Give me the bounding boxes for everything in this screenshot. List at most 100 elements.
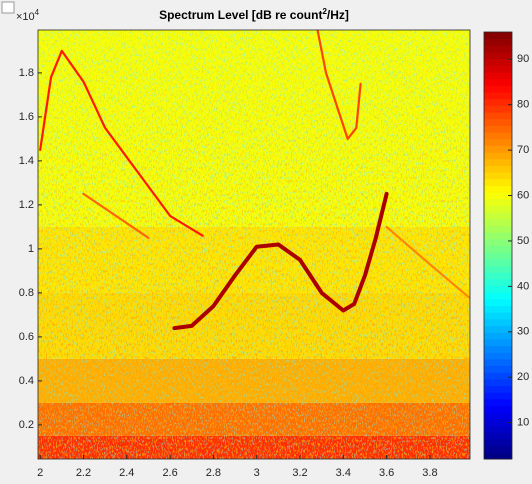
colorbar-tick-label: 80 bbox=[517, 99, 529, 111]
colorbar-swatch bbox=[484, 98, 512, 106]
colorbar-swatch bbox=[484, 318, 512, 327]
colorbar-swatch bbox=[484, 358, 512, 367]
colorbar-tick-label: 90 bbox=[517, 53, 529, 65]
y-exponent-sup: 4 bbox=[35, 8, 40, 17]
y-exponent: ×104 bbox=[16, 8, 40, 23]
contour bbox=[316, 30, 362, 140]
colorbar-swatch bbox=[484, 345, 512, 353]
colorbar-swatch bbox=[484, 252, 512, 260]
colorbar-swatch bbox=[484, 158, 512, 166]
colorbar-swatch bbox=[484, 32, 512, 40]
y-tick-label: 1 bbox=[28, 243, 34, 255]
colorbar-swatch bbox=[484, 365, 512, 373]
y-tick-label: 0.4 bbox=[19, 375, 34, 387]
colorbar-swatch bbox=[484, 265, 512, 273]
colorbar-swatch bbox=[484, 438, 512, 447]
y-tick-label: 1.6 bbox=[19, 111, 34, 123]
colorbar-swatch bbox=[484, 338, 512, 347]
colorbar-swatch bbox=[484, 352, 512, 360]
colorbar-swatch bbox=[484, 305, 512, 313]
colorbar-swatch bbox=[484, 185, 512, 193]
colorbar-swatch bbox=[484, 45, 512, 53]
colorbar-box bbox=[483, 31, 513, 460]
colorbar-swatch bbox=[484, 258, 512, 267]
colorbar-tick-label: 20 bbox=[517, 371, 529, 383]
colorbar-swatch bbox=[484, 425, 512, 433]
colorbar-swatch bbox=[484, 58, 512, 66]
colorbar-swatch bbox=[484, 172, 512, 180]
y-tick-label: 1.8 bbox=[19, 67, 34, 79]
x-tick-label: 2.2 bbox=[76, 467, 91, 479]
y-tick-label: 1.4 bbox=[19, 155, 34, 167]
y-tick-label: 0.6 bbox=[19, 331, 34, 343]
x-tick-label: 3.2 bbox=[292, 467, 307, 479]
y-tick-label: 0.2 bbox=[19, 419, 34, 431]
title-text: Spectrum Level [dB re count bbox=[159, 8, 322, 22]
colorbar-swatch bbox=[484, 452, 512, 460]
contour bbox=[172, 191, 389, 331]
colorbar-swatch bbox=[484, 92, 512, 100]
colorbar-swatch bbox=[484, 132, 512, 140]
colorbar-swatch bbox=[484, 432, 512, 440]
colorbar-swatch bbox=[484, 125, 512, 133]
colorbar-swatch bbox=[484, 85, 512, 93]
colorbar-swatch bbox=[484, 418, 512, 427]
colorbar-swatch bbox=[484, 218, 512, 226]
window-icon[interactable] bbox=[1, 1, 15, 14]
contour bbox=[385, 225, 470, 299]
colorbar-swatch bbox=[484, 212, 512, 220]
colorbar-swatch bbox=[484, 405, 512, 413]
colorbar-tick-label: 50 bbox=[517, 235, 529, 247]
colorbar-swatch bbox=[484, 72, 512, 80]
colorbar-tick-label: 60 bbox=[517, 189, 529, 201]
title-sup: 2 bbox=[322, 7, 327, 16]
colorbar-swatch bbox=[484, 325, 512, 333]
colorbar-swatch bbox=[484, 372, 512, 380]
texture bbox=[38, 30, 470, 459]
colorbar-swatch bbox=[484, 278, 512, 287]
colorbar-swatch bbox=[484, 238, 512, 246]
colorbar-swatch bbox=[484, 152, 512, 160]
colorbar-tick-label: 10 bbox=[517, 417, 529, 429]
colorbar-swatch bbox=[484, 398, 512, 407]
y-tick-label: 0.8 bbox=[19, 287, 34, 299]
colorbar-swatch bbox=[484, 165, 512, 173]
colorbar-swatch bbox=[484, 38, 512, 46]
colorbar-swatch bbox=[484, 272, 512, 280]
x-tick-label: 2 bbox=[37, 467, 43, 479]
colorbar-swatch bbox=[484, 232, 512, 240]
colorbar-swatch bbox=[484, 392, 512, 400]
colorbar-swatch bbox=[484, 118, 512, 126]
colorbar-swatch bbox=[484, 225, 512, 233]
colorbar-swatch bbox=[484, 198, 512, 206]
colorbar-swatch bbox=[484, 192, 512, 200]
colorbar-swatch bbox=[484, 205, 512, 213]
colorbar-swatch bbox=[484, 245, 512, 253]
colorbar-swatch bbox=[484, 385, 512, 393]
colorbar-swatch bbox=[484, 52, 512, 60]
colorbar-swatch bbox=[484, 112, 512, 120]
colorbar-swatch bbox=[484, 445, 512, 453]
colorbar-swatch bbox=[484, 378, 512, 387]
colorbar-tick-label: 40 bbox=[517, 280, 529, 292]
colorbar-swatch bbox=[484, 138, 512, 146]
axes-box bbox=[37, 29, 471, 460]
x-tick-label: 3.6 bbox=[379, 467, 394, 479]
colorbar-swatch bbox=[484, 145, 512, 153]
plot-area bbox=[38, 30, 470, 459]
x-tick-label: 3 bbox=[254, 467, 260, 479]
contour bbox=[39, 49, 204, 237]
chart-title: Spectrum Level [dB re count2/Hz] bbox=[159, 7, 349, 22]
x-tick-label: 2.4 bbox=[119, 467, 134, 479]
colorbar-swatch bbox=[484, 105, 512, 113]
colorbar-swatch bbox=[484, 312, 512, 320]
title-end: /Hz] bbox=[327, 8, 349, 22]
colorbar-swatch bbox=[484, 292, 512, 300]
colorbar-swatch bbox=[484, 285, 512, 293]
contour bbox=[82, 192, 150, 239]
colorbar-tick-label: 30 bbox=[517, 326, 529, 338]
colorbar-swatch bbox=[484, 78, 512, 86]
x-tick-label: 3.8 bbox=[422, 467, 437, 479]
colorbar-swatch bbox=[484, 412, 512, 420]
